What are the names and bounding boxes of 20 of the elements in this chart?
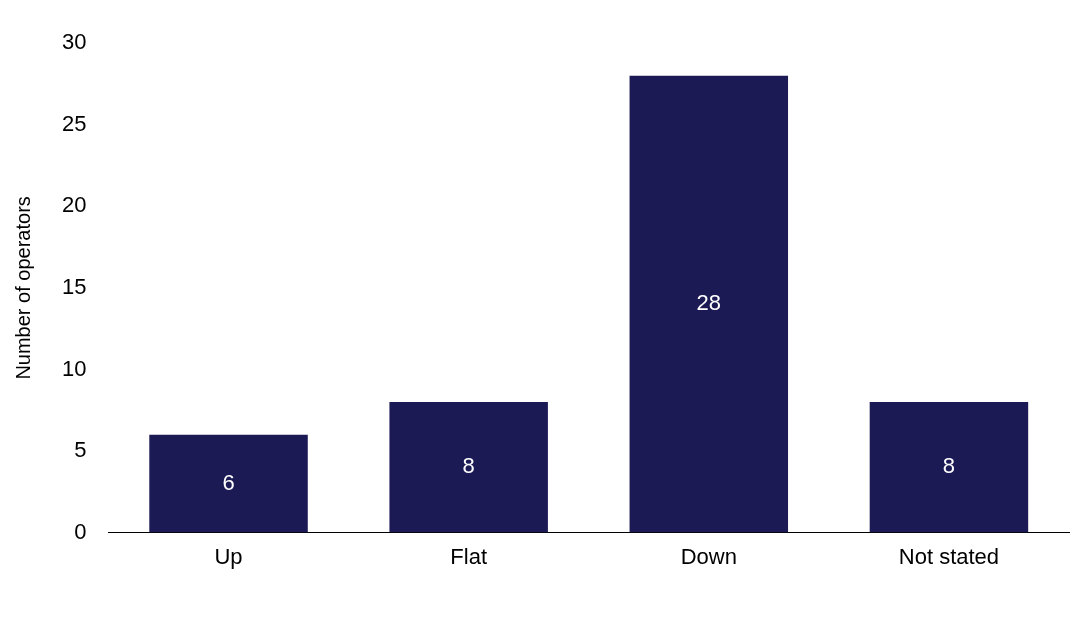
data-label: 6 bbox=[222, 469, 235, 495]
data-label: 8 bbox=[942, 453, 956, 479]
data-label: 28 bbox=[696, 290, 722, 316]
y-tick-label: 20 bbox=[61, 192, 87, 218]
x-tick-label: Down bbox=[680, 543, 737, 569]
bar bbox=[149, 434, 308, 533]
x-tick-label: Up bbox=[214, 543, 243, 569]
y-tick-label: 10 bbox=[61, 355, 87, 381]
bar bbox=[629, 75, 789, 533]
bar bbox=[869, 402, 1029, 533]
y-axis-title: Number of operators bbox=[11, 196, 34, 380]
y-tick-label: 30 bbox=[61, 29, 87, 55]
data-label: 8 bbox=[462, 453, 475, 479]
y-tick-label: 5 bbox=[74, 437, 87, 463]
y-tick-label: 0 bbox=[74, 518, 87, 544]
y-tick-label: 15 bbox=[61, 273, 87, 299]
x-tick-label: Flat bbox=[450, 543, 488, 569]
y-tick-label: 25 bbox=[61, 110, 87, 136]
x-tick-label: Not stated bbox=[898, 543, 1000, 569]
bar bbox=[389, 402, 548, 533]
